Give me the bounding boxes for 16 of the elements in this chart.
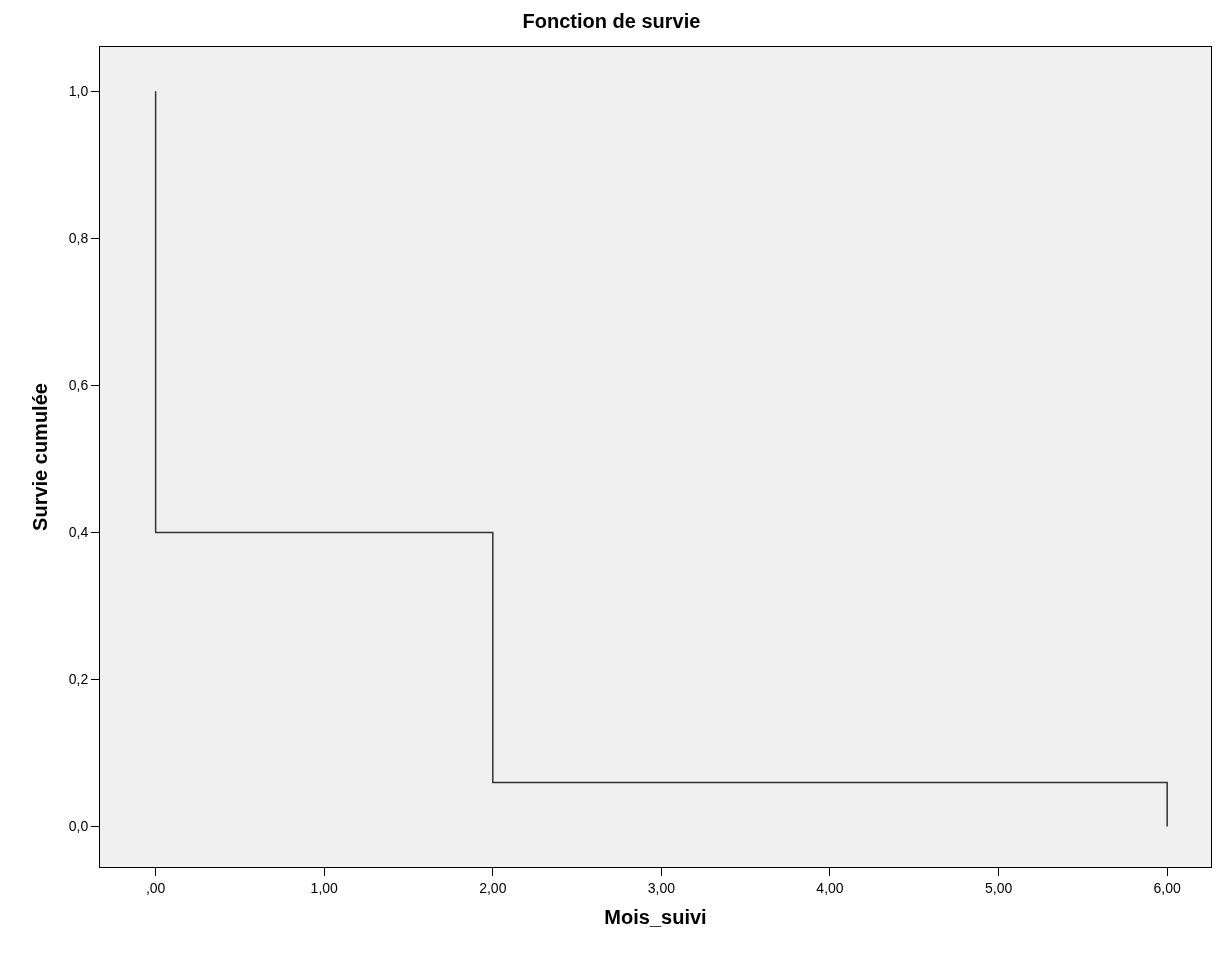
y-tick-label: 1,0 bbox=[68, 83, 89, 100]
y-tick-label: 0,0 bbox=[68, 818, 89, 835]
x-tick-label: 2,00 bbox=[479, 879, 507, 896]
x-tick-label: ,00 bbox=[145, 879, 166, 896]
chart-title: Fonction de survie bbox=[522, 10, 701, 33]
x-axis-title: Mois_suivi bbox=[604, 906, 707, 929]
y-tick-label: 0,8 bbox=[68, 230, 89, 247]
y-tick-label: 0,2 bbox=[68, 671, 89, 688]
x-tick-label: 4,00 bbox=[816, 879, 844, 896]
x-tick-label: 5,00 bbox=[984, 879, 1013, 896]
y-axis-title: Survie cumulée bbox=[29, 383, 52, 531]
y-tick-label: 0,6 bbox=[68, 377, 89, 394]
y-tick-label: 0,4 bbox=[68, 524, 89, 541]
x-tick-label: 1,00 bbox=[310, 879, 339, 896]
x-tick-label: 6,00 bbox=[1153, 879, 1182, 896]
x-tick-label: 3,00 bbox=[647, 879, 676, 896]
